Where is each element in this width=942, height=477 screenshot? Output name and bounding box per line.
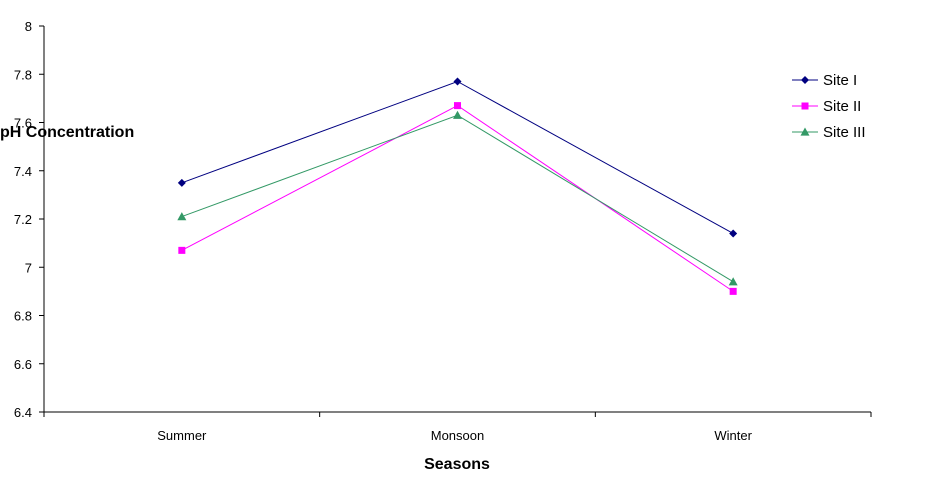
y-tick-label: 6.6 <box>14 357 32 372</box>
x-tick-label: Summer <box>157 428 207 443</box>
data-point <box>454 102 461 110</box>
data-point <box>729 229 738 238</box>
data-point <box>453 77 462 86</box>
series-line <box>181 105 734 292</box>
x-tick-label: Winter <box>714 428 752 443</box>
y-tick-label: 7.2 <box>14 212 32 227</box>
data-point <box>177 178 186 187</box>
series-line <box>181 114 734 283</box>
x-tick-label: Monsoon <box>431 428 484 443</box>
data-point <box>729 287 737 295</box>
x-axis-ticks: Summer Monsoon Winter <box>43 412 872 443</box>
series-2 <box>178 102 737 295</box>
legend-item: Site I <box>792 72 857 89</box>
series-3 <box>177 110 738 286</box>
legend-label: Site I <box>823 72 857 89</box>
y-tick-label: 7 <box>25 260 32 275</box>
y-tick-label: 8 <box>25 19 32 34</box>
data-point <box>178 246 186 254</box>
legend-label: Site II <box>823 98 861 115</box>
legend: Site I Site II Site III <box>792 72 866 141</box>
data-point <box>177 212 187 221</box>
y-tick-label: 6.8 <box>14 309 32 324</box>
y-axis-ticks: 6.4 6.6 6.8 7 7.2 7.4 7.6 7.8 8 <box>14 19 44 420</box>
legend-label: Site III <box>823 124 866 141</box>
legend-marker <box>801 76 809 84</box>
series-1 <box>177 77 738 238</box>
y-tick-label: 7.4 <box>14 164 32 179</box>
y-tick-label: 6.4 <box>14 405 32 420</box>
data-point <box>453 110 462 119</box>
legend-marker <box>800 127 810 136</box>
data-point <box>728 277 738 286</box>
x-axis-title: Seasons <box>424 456 490 473</box>
legend-item: Site III <box>792 124 866 141</box>
y-tick-label: 7.8 <box>14 67 32 82</box>
series-lines <box>177 77 738 295</box>
y-tick-label: 7.6 <box>14 116 32 131</box>
legend-item: Site II <box>792 98 861 115</box>
legend-marker <box>801 102 809 110</box>
y-axis-title: pH Concentration <box>0 124 134 141</box>
